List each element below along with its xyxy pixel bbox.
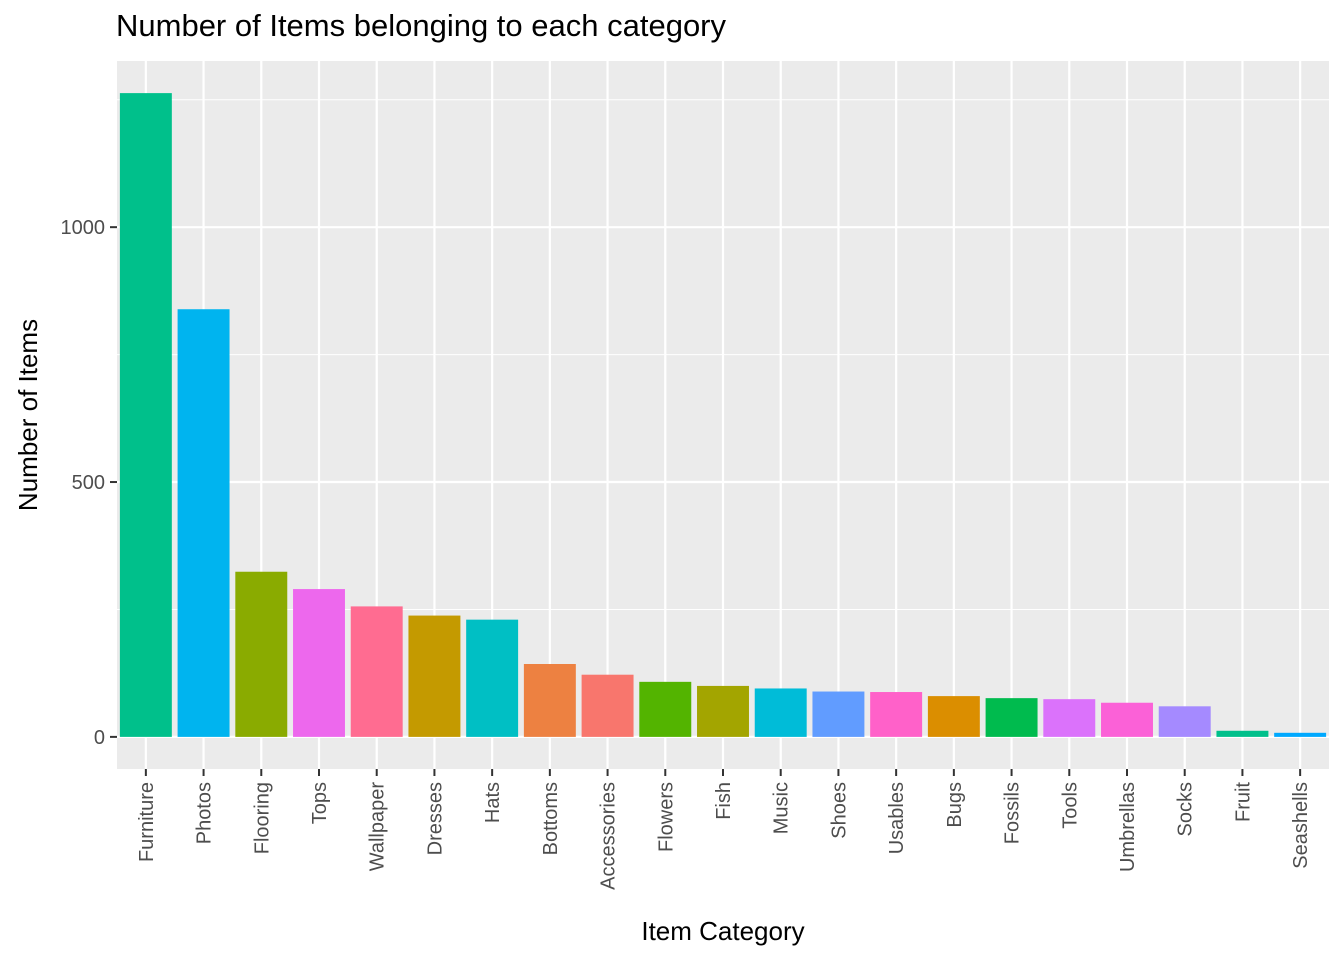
bar-furniture (119, 93, 172, 737)
bar-tools (1043, 699, 1096, 737)
bar-seashells (1274, 732, 1327, 737)
bar-fish (697, 685, 749, 737)
y-tick-label: 500 (72, 472, 105, 494)
x-axis-title: Item Category (641, 916, 804, 946)
bar-dresses (408, 615, 461, 737)
bars (119, 93, 1327, 737)
bar-fruit (1216, 730, 1269, 737)
x-tick-label: Bugs (944, 782, 966, 828)
bar-tops (293, 589, 345, 737)
x-tick-label: Wallpaper (367, 782, 389, 872)
x-tick-label: Dresses (424, 782, 446, 855)
chart-title: Number of Items belonging to each catego… (116, 8, 727, 43)
bar-flooring (235, 571, 288, 737)
x-axis: Furniture Photos Flooring Tops Wallpaper Dres… (136, 769, 1312, 890)
bar-music (754, 688, 807, 737)
x-tick-label: Umbrellas (1117, 782, 1139, 872)
x-tick-label: Usables (886, 782, 908, 854)
bar-accessories (581, 674, 634, 737)
x-tick-label: Socks (1175, 782, 1197, 836)
x-tick-label: Seashells (1290, 782, 1312, 869)
x-tick-label: Furniture (136, 782, 158, 862)
x-tick-label: Tools (1059, 782, 1081, 829)
bar-hats (466, 619, 519, 737)
x-tick-label: Flowers (655, 782, 677, 852)
x-tick-label: Hats (482, 782, 504, 823)
x-tick-label: Accessories (598, 782, 620, 890)
bar-umbrellas (1101, 702, 1153, 737)
x-tick-label: Fossils (1002, 782, 1024, 844)
y-tick-label: 1000 (61, 217, 106, 239)
x-tick-label: Shoes (828, 782, 850, 839)
x-tick-label: Tops (309, 782, 331, 824)
bar-shoes (812, 691, 865, 737)
x-tick-label: Fruit (1232, 782, 1254, 822)
bar-photos (177, 309, 230, 737)
bar-fossils (985, 698, 1038, 737)
x-tick-label: Bottoms (540, 782, 562, 855)
bar-wallpaper (350, 606, 403, 737)
y-axis: 0 500 1000 (61, 217, 117, 749)
x-tick-label: Music (771, 782, 793, 834)
bar-socks (1158, 706, 1211, 737)
bar-bugs (927, 696, 980, 737)
bar-usables (870, 692, 923, 737)
y-tick-label: 0 (94, 727, 105, 749)
x-tick-label: Fish (713, 782, 735, 820)
x-tick-label: Flooring (251, 782, 273, 854)
y-axis-title: Number of Items (13, 319, 43, 511)
bar-bottoms (523, 663, 576, 737)
x-tick-label: Photos (194, 782, 216, 844)
bar-flowers (639, 681, 692, 737)
